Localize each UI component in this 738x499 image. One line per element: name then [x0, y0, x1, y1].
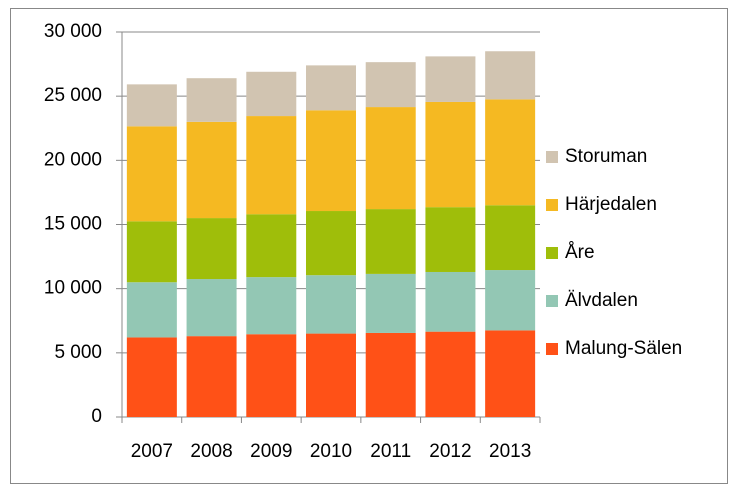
bar-segment	[246, 277, 297, 335]
bar-segment	[186, 279, 237, 337]
legend-label: Malung-Sälen	[565, 338, 682, 359]
bar-segment	[186, 336, 237, 417]
bar-segment	[306, 275, 356, 334]
x-tick-label: 2007	[131, 441, 173, 462]
y-tick-label: 10 000	[44, 278, 102, 299]
legend-label: Härjedalen	[565, 194, 657, 215]
x-tick-label: 2010	[310, 441, 352, 462]
bar-segment	[186, 78, 237, 122]
bar-segment	[365, 62, 416, 108]
bar-segment	[485, 330, 536, 417]
bar-segment	[485, 205, 536, 271]
x-tick-label: 2008	[190, 441, 232, 462]
bar-segment	[365, 107, 416, 210]
y-tick-label: 5 000	[54, 342, 102, 363]
bar-segment	[126, 221, 177, 283]
bar-segment	[306, 110, 356, 212]
legend-label: Storuman	[565, 146, 647, 167]
legend-swatch	[546, 199, 558, 211]
bar-segment	[425, 101, 476, 208]
bar-segment	[186, 121, 237, 219]
bar-segment	[365, 273, 416, 333]
bar-segment	[126, 126, 177, 222]
bar-segment	[246, 334, 297, 417]
legend-swatch	[546, 343, 558, 355]
bar-segment	[425, 56, 476, 102]
bar-segment	[365, 332, 416, 417]
bar-segment	[306, 211, 356, 276]
bar-segment	[306, 65, 356, 111]
legend-swatch	[546, 151, 558, 163]
x-tick-label: 2012	[429, 441, 471, 462]
bar-segment	[126, 337, 177, 417]
bar-segment	[246, 71, 297, 117]
bar-segment	[425, 331, 476, 417]
y-tick-label: 15 000	[44, 214, 102, 235]
legend-label: Åre	[565, 242, 595, 263]
bar-segment	[485, 51, 536, 100]
y-tick-label: 0	[91, 406, 102, 427]
bar-segment	[246, 116, 297, 215]
y-tick-label: 30 000	[44, 21, 102, 42]
bar-segment	[425, 271, 476, 332]
x-tick-label: 2011	[370, 441, 411, 462]
legend-swatch	[546, 295, 558, 307]
y-tick-label: 20 000	[44, 149, 102, 170]
x-tick-label: 2013	[489, 441, 531, 462]
bar-segment	[485, 270, 536, 331]
bar-segment	[126, 84, 177, 127]
legend-label: Älvdalen	[565, 290, 638, 311]
bar-segment	[306, 333, 356, 417]
bar-segment	[485, 99, 536, 206]
bar-segment	[425, 207, 476, 272]
bar-segment	[365, 209, 416, 274]
bar-segment	[126, 282, 177, 338]
bar-segment	[246, 214, 297, 278]
bar-segment	[186, 218, 237, 280]
x-tick-label: 2009	[250, 441, 292, 462]
y-tick-label: 25 000	[44, 85, 102, 106]
legend-swatch	[546, 247, 558, 259]
